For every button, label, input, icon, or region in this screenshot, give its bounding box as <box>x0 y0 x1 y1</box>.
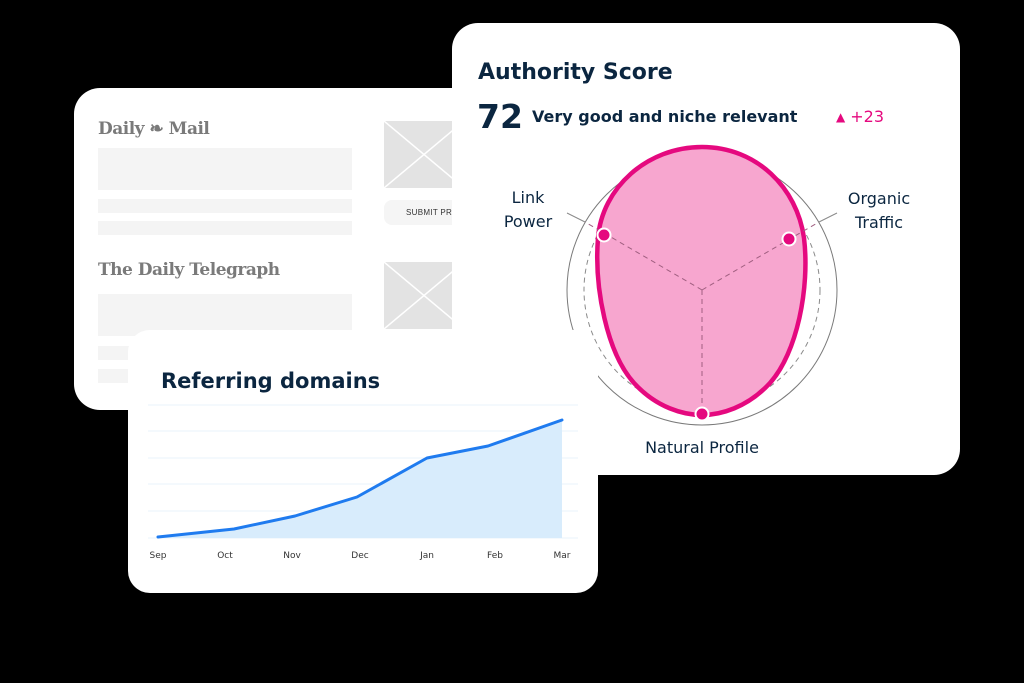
x-tick-label: Nov <box>283 551 301 561</box>
natural-profile-point <box>694 406 710 422</box>
daily-mail-logo: Daily ❧ Mail <box>98 119 210 139</box>
area-fill <box>158 420 562 538</box>
authority-radar-chart <box>566 144 838 426</box>
axis-label-line: Traffic <box>854 213 904 232</box>
authority-score-description: Very good and niche relevant <box>532 107 798 126</box>
image-placeholder <box>384 121 464 188</box>
score-delta-value: +23 <box>850 107 884 126</box>
link-power-point <box>596 227 612 243</box>
axis-label-organic-traffic: Organic Traffic <box>834 187 924 235</box>
radar-points <box>596 227 797 422</box>
x-tick-label: Mar <box>553 551 571 561</box>
trend-line <box>156 418 564 539</box>
score-delta-badge: ▲ +23 <box>836 107 884 126</box>
axis-label-line: Link <box>511 188 545 207</box>
article-placeholder-line <box>98 221 352 235</box>
radar-shape <box>595 144 808 418</box>
x-tick-label: Jan <box>420 551 434 561</box>
axis-label-line: Power <box>503 212 553 231</box>
image-placeholder <box>384 262 464 329</box>
referring-domains-title: Referring domains <box>161 369 381 393</box>
daily-telegraph-logo: The Daily Telegraph <box>98 260 280 280</box>
referring-domains-card: Referring domains Sep Oct Nov Dec Jan Fe… <box>128 330 598 593</box>
axis-label-natural-profile: Natural Profile <box>645 438 759 457</box>
article-placeholder-block <box>98 148 352 190</box>
article-placeholder-block <box>98 294 352 336</box>
x-tick-label: Oct <box>217 551 233 561</box>
organic-traffic-point <box>781 231 797 247</box>
axis-label-link-power: Link Power <box>488 186 568 234</box>
x-tick-label: Dec <box>351 551 369 561</box>
x-tick-label: Sep <box>149 551 167 561</box>
referring-domains-chart <box>148 404 578 539</box>
x-tick-label: Feb <box>487 551 503 561</box>
axis-label-line: Organic <box>847 189 911 208</box>
triangle-up-icon: ▲ <box>836 109 846 124</box>
authority-score-title: Authority Score <box>478 60 673 85</box>
article-placeholder-line <box>98 199 352 213</box>
authority-score-value: 72 <box>477 97 523 136</box>
